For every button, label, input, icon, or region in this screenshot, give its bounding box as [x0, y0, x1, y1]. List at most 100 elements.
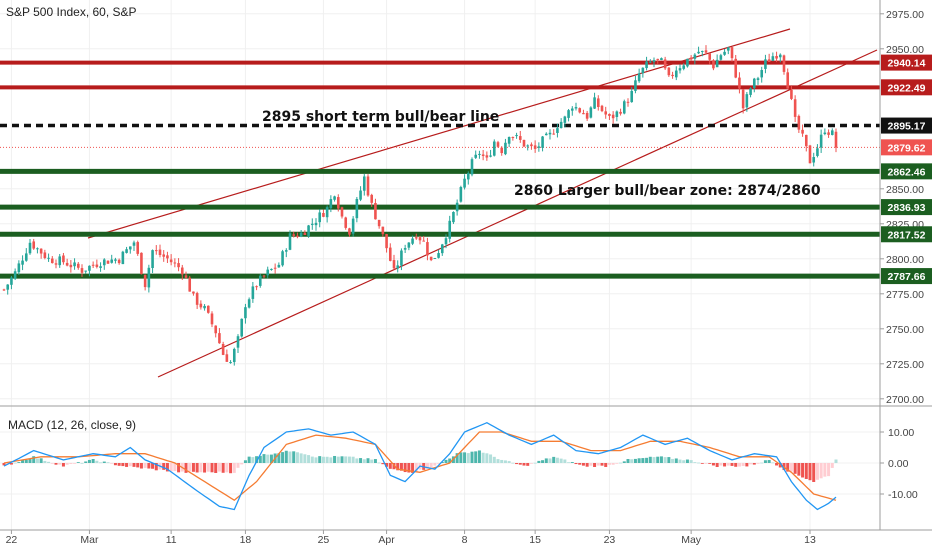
price-badge [881, 117, 932, 134]
macd-histogram-bar [314, 457, 318, 463]
macd-histogram-bar [522, 463, 526, 466]
candle-body [381, 226, 385, 235]
candle-body [797, 115, 801, 130]
candle-body [69, 264, 73, 268]
candle-body [723, 51, 726, 55]
candlesticks [2, 45, 838, 366]
macd-histogram-bar [704, 463, 708, 464]
candle-body [515, 135, 518, 137]
candle-body [812, 157, 816, 163]
macd-histogram-bar [303, 454, 307, 463]
macd-histogram-bar [507, 461, 511, 463]
candle-body [548, 132, 552, 135]
macd-histogram-bar [685, 459, 689, 463]
candle-body [704, 50, 708, 53]
macd-histogram-bar [295, 452, 299, 463]
macd-histogram-bar [455, 453, 459, 463]
x-tick-label: May [681, 534, 702, 546]
macd-histogram-bar [240, 463, 244, 465]
candle-body [411, 238, 414, 244]
price-badge [881, 54, 932, 71]
macd-histogram-bar [255, 456, 259, 463]
candle-body [630, 90, 634, 103]
macd-histogram-bar [815, 463, 819, 480]
candle-body [801, 129, 804, 134]
macd-histogram-bar [288, 451, 292, 463]
candle-body [43, 252, 47, 259]
macd-histogram-bar [403, 463, 407, 473]
macd-histogram-bar [723, 463, 727, 467]
price-badge [881, 268, 932, 285]
macd-histogram-bar [340, 456, 344, 463]
candle-body [180, 267, 184, 275]
candle-body [645, 61, 648, 69]
macd-histogram-bar [132, 463, 136, 467]
macd-histogram-bar [448, 458, 452, 463]
macd-histogram-bar [615, 463, 619, 464]
candle-body [444, 238, 448, 245]
macd-histogram-bar [596, 463, 600, 466]
macd-histogram-bar [763, 460, 767, 463]
candle-body [359, 190, 362, 200]
candle-body [689, 57, 693, 60]
y-tick-label: 2950.00 [886, 44, 924, 56]
candle-body [206, 305, 210, 313]
candle-body [28, 242, 32, 254]
candle-body [348, 228, 351, 235]
macd-histogram-bar [652, 457, 656, 463]
macd-histogram-bar [708, 463, 712, 464]
candle-body [674, 70, 678, 78]
macd-histogram-bar [347, 456, 351, 463]
macd-histogram-bar [537, 460, 541, 463]
candle-body [273, 267, 277, 269]
candle-body [121, 251, 125, 265]
candle-body [314, 222, 318, 226]
macd-histogram-bar [366, 458, 370, 463]
macd-histogram-bar [671, 458, 675, 463]
candle-body [574, 107, 578, 109]
macd-histogram-bar [689, 460, 693, 463]
macd-histogram-bar [641, 458, 645, 463]
macd-histogram-bar [711, 463, 715, 466]
macd-histogram-bar [734, 463, 738, 467]
macd-histogram-bar [630, 459, 634, 463]
macd-histogram-bar [325, 456, 329, 463]
macd-histogram-bar [247, 456, 251, 463]
candle-body [452, 211, 455, 223]
candle-body [10, 277, 13, 285]
candle-body [307, 225, 310, 237]
candle-body [162, 254, 166, 257]
candle-body [489, 155, 492, 157]
macd-histogram-bar [719, 463, 723, 466]
candle-body [526, 145, 530, 147]
macd-histogram-bar [58, 463, 62, 465]
macd-histogram-bar [541, 460, 545, 463]
price-badge-label: 2817.52 [888, 229, 926, 241]
candle-body [80, 268, 84, 273]
candle-body [13, 271, 17, 279]
macd-histogram-bar [117, 463, 121, 466]
candle-body [236, 336, 240, 348]
macd-histogram-bar [548, 458, 552, 463]
candle-body [596, 98, 600, 107]
candle-body [329, 199, 333, 209]
macd-histogram-bar [154, 463, 158, 471]
macd-histogram-bar [39, 458, 43, 463]
price-badge-label: 2862.46 [888, 166, 926, 178]
candle-body [47, 257, 50, 259]
candle-body [496, 142, 500, 147]
candle-body [440, 244, 444, 254]
candle-body [663, 59, 667, 69]
macd-histogram-bar [767, 460, 771, 463]
macd-histogram-bar [775, 463, 779, 466]
candle-body [288, 233, 292, 250]
macd-histogram-bar [321, 456, 325, 463]
candle-body [366, 176, 370, 196]
candle-body [65, 262, 69, 266]
x-tick-label: 23 [604, 534, 616, 546]
candle-body [478, 153, 481, 155]
macd-histogram-bar [500, 459, 504, 463]
macd-histogram-bar [54, 463, 58, 465]
macd-histogram-bar [593, 463, 597, 467]
candle-body [738, 77, 741, 89]
